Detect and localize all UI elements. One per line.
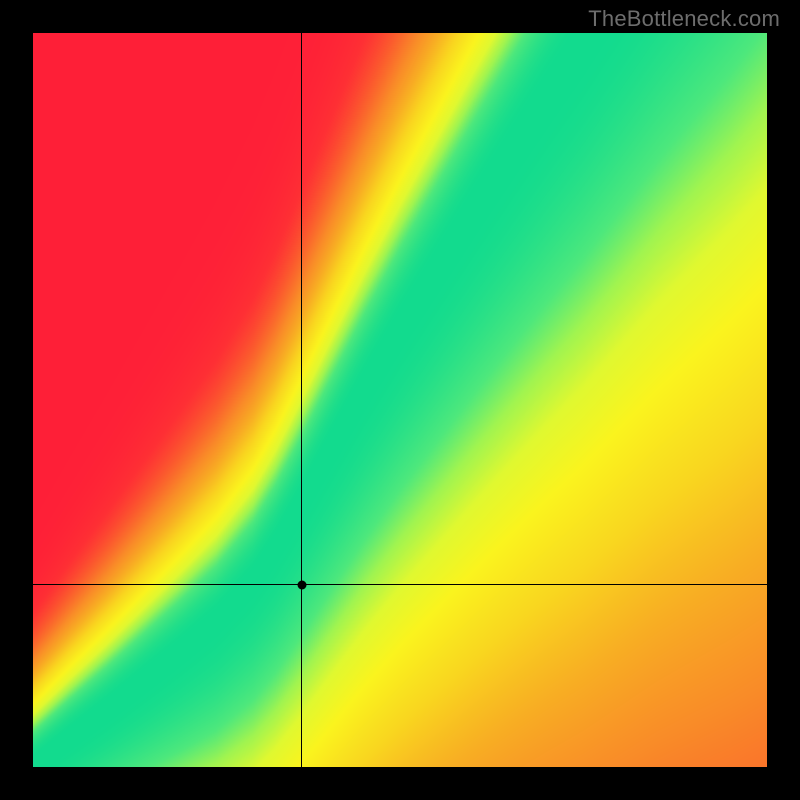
- crosshair-vertical: [301, 33, 302, 767]
- plot-area: [33, 33, 767, 767]
- heatmap-canvas: [33, 33, 767, 767]
- crosshair-marker: [297, 580, 306, 589]
- crosshair-horizontal: [33, 584, 767, 585]
- chart-container: TheBottleneck.com: [0, 0, 800, 800]
- watermark-text: TheBottleneck.com: [588, 6, 780, 32]
